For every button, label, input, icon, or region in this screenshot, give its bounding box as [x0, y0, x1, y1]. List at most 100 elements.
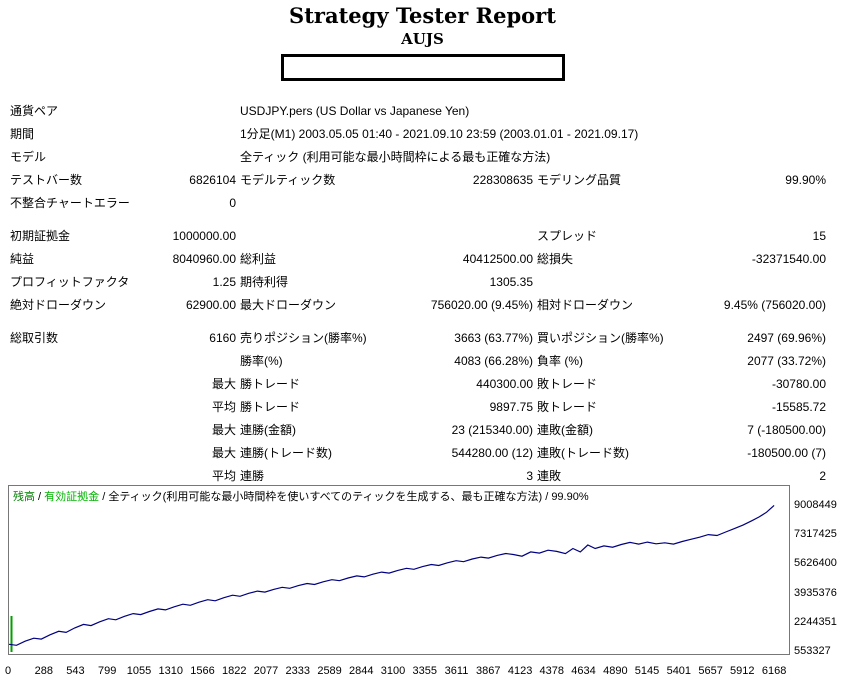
table-value: 最大 — [211, 377, 236, 391]
x-axis-label: 1566 — [190, 665, 215, 677]
table-value: 9897.75 — [489, 399, 533, 414]
table-value: 2 — [819, 468, 826, 483]
legend-separator: / — [542, 491, 552, 503]
table-label: 不整合チャートエラー — [10, 196, 130, 210]
table-value: 8040960.00 — [172, 251, 236, 266]
table-value: 3663 (63.77%) — [454, 330, 533, 345]
table-label: USDJPY.pers (US Dollar vs Japanese Yen) — [240, 103, 470, 118]
x-axis-label: 1055 — [126, 665, 152, 677]
table-label: モデルティック数 — [240, 173, 336, 187]
table-value: 2077 (33.72%) — [747, 353, 826, 368]
y-axis-label: 553327 — [794, 645, 831, 657]
x-axis-label: 2844 — [348, 665, 374, 677]
table-value: 3 — [526, 468, 533, 483]
y-axis-label: 9008449 — [794, 499, 837, 511]
table-label: 総取引数 — [10, 331, 59, 345]
table-row: 平均 連勝 3 連敗 2 — [10, 464, 830, 487]
table-row: 期間 1分足(M1) 2003.05.05 01:40 - 2021.09.10 … — [10, 122, 830, 145]
legend-separator: / — [99, 491, 109, 503]
x-axis-label: 288 — [34, 665, 53, 677]
x-axis-label: 2333 — [285, 665, 311, 677]
balance-chart — [8, 485, 790, 655]
legend-model-label: 全ティック(利用可能な最小時間枠を使いすべてのティックを生成する、最も正確な方法… — [108, 491, 543, 503]
table-label: 全ティック (利用可能な最小時間枠による最も正確な方法) — [240, 150, 551, 164]
table-value: 4083 (66.28%) — [454, 353, 533, 368]
table-label: 連敗(金額) — [537, 423, 593, 437]
table-value: 440300.00 — [476, 376, 533, 391]
table-value: -15585.72 — [771, 399, 826, 414]
y-axis-label: 7317425 — [794, 528, 837, 541]
table-label: 買いポジション(勝率%) — [537, 331, 664, 345]
x-axis-label: 3100 — [380, 665, 406, 677]
x-axis-label: 4378 — [539, 665, 564, 677]
table-label: 期待利得 — [240, 275, 289, 289]
table-label: 連敗 — [537, 469, 562, 483]
table-row: 最大 連勝(トレード数) 544280.00 (12) 連敗(トレード数) -18050… — [10, 441, 830, 464]
x-axis-label: 799 — [98, 665, 117, 677]
table-label: 期間 — [10, 127, 35, 141]
x-axis-label: 4634 — [571, 665, 596, 677]
x-axis-label: 3867 — [476, 665, 501, 677]
table-row: 初期証拠金 1000000.00 スプレッド 15 — [10, 224, 830, 247]
table-value: 544280.00 (12) — [451, 445, 533, 460]
table-row: 最大 勝トレード 440300.00 敗トレード -30780.00 — [10, 372, 830, 395]
table-value: 99.90% — [785, 172, 826, 187]
report-subtitle: AUJS — [401, 30, 444, 48]
table-label: 絶対ドローダウン — [10, 298, 107, 312]
table-row: モデル 全ティック (利用可能な最小時間枠による最も正確な方法) — [10, 145, 830, 168]
page-title: Strategy Tester Report — [289, 3, 556, 28]
table-row: 総取引数 6160 売りポジション(勝率%) 3663 (63.77%) 買いポジション… — [10, 326, 830, 349]
table-value: 2497 (69.96%) — [747, 330, 826, 345]
table-value: 15 — [812, 228, 826, 243]
table-value: 6826104 — [189, 172, 236, 187]
x-axis-label: 5657 — [698, 665, 723, 677]
table-value: -180500.00 (7) — [747, 445, 826, 460]
redacted-ea-name-box — [280, 54, 565, 81]
table-label: 相対ドローダウン — [537, 298, 634, 312]
table-value: 1000000.00 — [172, 228, 236, 243]
table-value: 0 — [229, 195, 236, 210]
table-label: 連勝(トレード数) — [240, 446, 332, 460]
table-value: 62900.00 — [185, 297, 236, 312]
table-label: 連勝 — [240, 469, 265, 483]
table-label: 勝トレード — [240, 400, 301, 414]
table-row: 勝率(%) 4083 (66.28%) 負率 (%) 2077 (33.72%) — [10, 349, 830, 372]
x-axis-label: 543 — [66, 665, 85, 677]
table-row: 絶対ドローダウン 62900.00 最大ドローダウン 756020.00 (9.45%… — [10, 293, 830, 316]
x-axis-label: 4123 — [507, 665, 533, 677]
table-value: 最大 — [211, 446, 236, 460]
table-row: 不整合チャートエラー 0 — [10, 191, 830, 214]
table-row: プロフィットファクタ 1.25 期待利得 1305.35 — [10, 270, 830, 293]
table-value: 7 (-180500.00) — [747, 422, 826, 437]
table-gap — [10, 316, 830, 326]
legend-quality-label: 99.90% — [551, 491, 589, 503]
table-label: 初期証拠金 — [10, 229, 71, 243]
table-label: 連敗(トレード数) — [537, 446, 629, 460]
report-table: 通貨ペア USDJPY.pers (US Dollar vs Japanese Y… — [10, 99, 830, 487]
table-label: 最大ドローダウン — [240, 298, 337, 312]
table-row: 通貨ペア USDJPY.pers (US Dollar vs Japanese Y… — [10, 99, 830, 122]
x-axis-label: 1310 — [158, 665, 183, 677]
y-axis-label: 3935376 — [794, 586, 837, 599]
legend-balance-label: 残高 — [13, 491, 35, 503]
x-axis-label: 4890 — [603, 665, 628, 677]
legend-separator: / — [35, 491, 45, 503]
x-axis-label: 2589 — [317, 665, 342, 677]
table-value: 756020.00 (9.45%) — [430, 297, 533, 312]
table-value: -30780.00 — [771, 376, 826, 391]
table-gap — [10, 214, 830, 224]
x-axis-label: 5912 — [730, 665, 755, 677]
table-label: 敗トレード — [537, 377, 598, 391]
x-axis-label: 1822 — [222, 665, 247, 677]
table-label: 負率 (%) — [537, 354, 583, 368]
table-label: 連勝(金額) — [240, 423, 296, 437]
table-value: 1.25 — [212, 274, 236, 289]
table-label: 総損失 — [537, 252, 574, 266]
x-axis-label: 5401 — [666, 665, 692, 677]
chart-legend: 残高 / 有効証拠金 / 全ティック(利用可能な最小時間枠を使いすべてのティック… — [13, 488, 589, 504]
x-axis-label: 0 — [4, 665, 12, 677]
table-label: 純益 — [10, 252, 35, 266]
table-row: テストバー数 6826104 モデルティック数 228308635 モデリング品質 99.… — [10, 168, 830, 191]
legend-equity-label: 有効証拠金 — [44, 491, 100, 503]
table-row: 最大 連勝(金額) 23 (215340.00) 連敗(金額) 7 (-180500.0… — [10, 418, 830, 441]
